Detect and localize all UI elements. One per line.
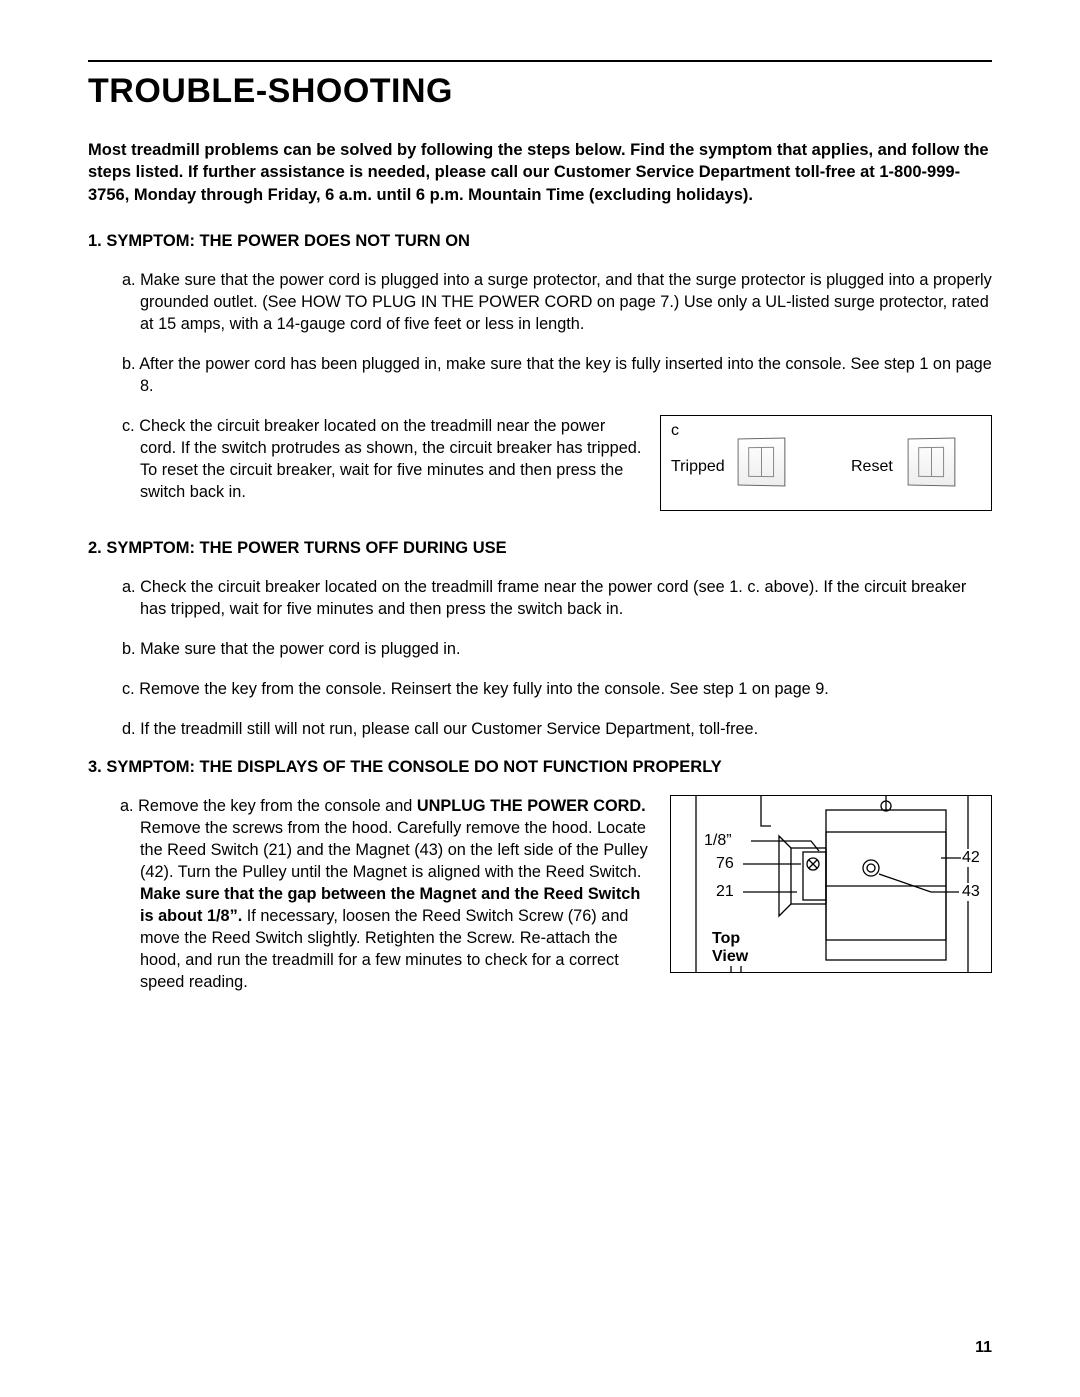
- switch-reset-icon: [908, 437, 956, 486]
- label-reset: Reset: [851, 458, 893, 476]
- page-number: 11: [975, 1339, 992, 1357]
- label-43: 43: [961, 883, 981, 901]
- s3a-bold1: UNPLUG THE POWER CORD.: [417, 797, 646, 815]
- label-tripped: Tripped: [671, 458, 725, 476]
- label-top: Top: [711, 930, 741, 948]
- circuit-breaker-figure: c Tripped Reset: [660, 415, 992, 511]
- label-view: View: [711, 948, 749, 966]
- label-76: 76: [715, 855, 735, 873]
- symptom-1c: c. Check the circuit breaker located on …: [106, 415, 642, 503]
- switch-tripped-icon: [738, 437, 786, 486]
- intro-paragraph: Most treadmill problems can be solved by…: [88, 139, 992, 206]
- label-42: 42: [961, 849, 981, 867]
- symptom-2b: b. Make sure that the power cord is plug…: [106, 638, 992, 660]
- symptom-3a: a. Remove the key from the console and U…: [106, 795, 650, 993]
- s3a-pre: a. Remove the key from the console and: [120, 797, 417, 815]
- s3a-mid: Remove the screws from the hood. Careful…: [140, 819, 648, 881]
- figure-label-c: c: [671, 422, 679, 440]
- symptom-1a: a. Make sure that the power cord is plug…: [106, 269, 992, 335]
- page-title: TROUBLE-SHOOTING: [88, 72, 992, 111]
- symptom-2a: a. Check the circuit breaker located on …: [106, 576, 992, 620]
- symptom-2-heading: 2. SYMPTOM: THE POWER TURNS OFF DURING U…: [88, 539, 992, 558]
- label-1-8: 1/8”: [703, 832, 733, 850]
- horizontal-rule: [88, 60, 992, 62]
- symptom-3-heading: 3. SYMPTOM: THE DISPLAYS OF THE CONSOLE …: [88, 758, 992, 777]
- symptom-2d: d. If the treadmill still will not run, …: [106, 718, 992, 740]
- label-21: 21: [715, 883, 735, 901]
- symptom-1-heading: 1. SYMPTOM: THE POWER DOES NOT TURN ON: [88, 232, 992, 251]
- symptom-2c: c. Remove the key from the console. Rein…: [106, 678, 992, 700]
- reed-switch-figure: 1/8” 76 21 42 43 Top View: [670, 795, 992, 973]
- symptom-1b: b. After the power cord has been plugged…: [106, 353, 992, 397]
